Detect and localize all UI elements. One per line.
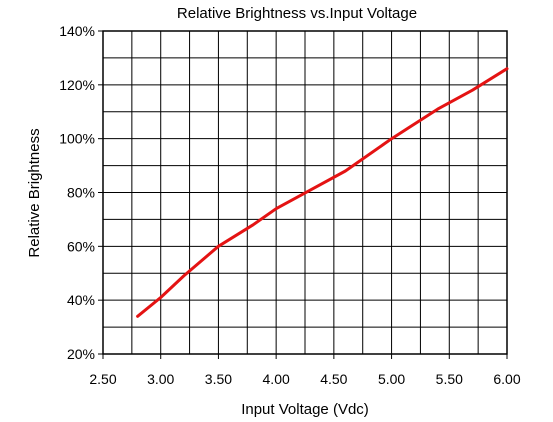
plot-area [102,30,508,355]
y-axis-label: Relative Brightness [26,128,43,257]
y-tick-label: 100% [59,131,95,147]
grid [102,30,508,355]
series-line [136,67,509,318]
y-tick-label: 20% [67,346,95,362]
x-tick-label: 3.50 [205,371,232,387]
y-tick-label: 60% [67,238,95,254]
minor-ticks [98,30,508,359]
y-tick-labels: 20% 40% 60% 80% 100% 120% 140% [59,23,95,362]
x-tick-label: 4.50 [320,371,347,387]
y-tick-label: 40% [67,292,95,308]
y-tick-label: 140% [59,23,95,39]
x-tick-label: 6.00 [493,371,520,387]
x-tick-labels: 2.50 3.00 3.50 4.00 4.50 5.00 5.50 6.00 [89,371,520,387]
x-tick-label: 2.50 [89,371,116,387]
y-tick-label: 80% [67,185,95,201]
x-tick-label: 5.00 [378,371,405,387]
x-axis-label: Input Voltage (Vdc) [241,401,369,418]
x-tick-label: 4.00 [263,371,290,387]
chart-title: Relative Brightness vs.Input Voltage [177,5,417,22]
series-layer [136,67,509,318]
y-tick-label: 120% [59,77,95,93]
x-tick-label: 3.00 [147,371,174,387]
x-tick-label: 5.50 [436,371,463,387]
